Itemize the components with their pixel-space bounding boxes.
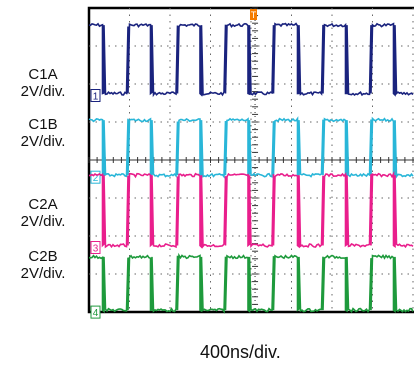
- channel-marker-label-2: 2: [93, 173, 99, 184]
- c1a-name: C1A: [28, 66, 58, 83]
- c2a-name: C2A: [28, 196, 58, 213]
- c2b-scale: 2V/div.: [20, 265, 66, 282]
- trigger-marker: [250, 9, 257, 20]
- c2b-name: C2B: [28, 248, 58, 265]
- c1a-label: C1A 2V/div.: [0, 66, 86, 100]
- trace-c1b: [88, 116, 414, 179]
- trace-c1a: [88, 22, 414, 98]
- trigger-marker-label: T: [251, 10, 257, 20]
- trace-c2a: [88, 170, 414, 249]
- c2b-label: C2B 2V/div.: [0, 248, 86, 282]
- c1b-scale: 2V/div.: [20, 133, 66, 150]
- trace-c2b: [88, 252, 414, 314]
- c1a-scale: 2V/div.: [20, 83, 66, 100]
- channel-marker-label-1: 1: [93, 92, 99, 103]
- channel-marker-4: [90, 305, 101, 319]
- x-axis-label: 400ns/div.: [200, 342, 281, 362]
- c1b-label: C1B 2V/div.: [0, 116, 86, 150]
- channel-marker-3: [90, 241, 101, 254]
- channel-marker-label-3: 3: [93, 244, 99, 255]
- channel-marker-1: [90, 89, 101, 102]
- c1b-name: C1B: [28, 116, 58, 133]
- channel-marker-label-4: 4: [93, 308, 99, 319]
- c2a-scale: 2V/div.: [20, 213, 66, 230]
- c2a-label: C2A 2V/div.: [0, 196, 86, 230]
- channel-marker-2: [90, 170, 101, 184]
